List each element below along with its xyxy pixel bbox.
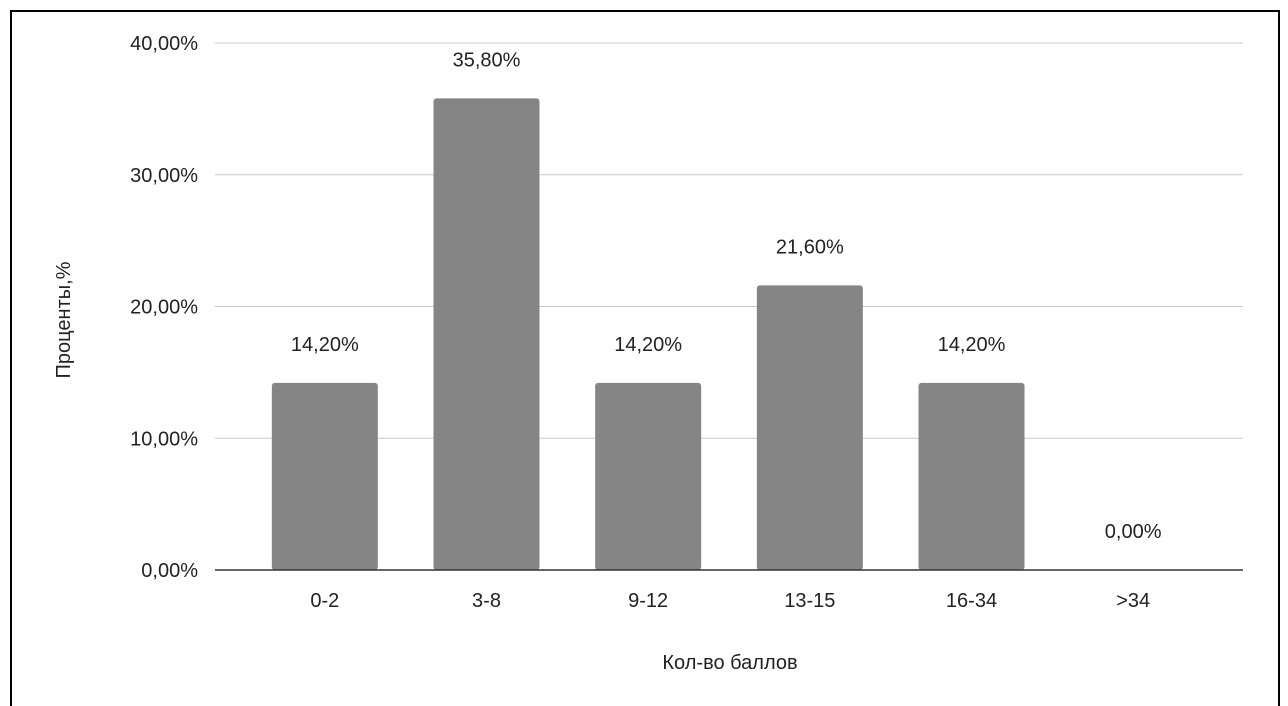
x-tick-label: 3-8: [472, 590, 501, 612]
data-label: 0,00%: [1105, 521, 1162, 543]
y-tick-label: 30,00%: [130, 165, 198, 187]
data-label: 35,80%: [453, 49, 521, 71]
x-axis-title: Кол-во баллов: [662, 652, 797, 674]
y-tick-label: 0,00%: [141, 560, 198, 582]
x-tick-label: 13-15: [784, 590, 835, 612]
y-tick-labels: 0,00% 10,00% 20,00% 30,00% 40,00%: [130, 33, 198, 582]
y-tick-label: 10,00%: [130, 428, 198, 450]
bar-3-8: [433, 98, 540, 571]
x-tick-label: 9-12: [628, 590, 668, 612]
bar-16-34: [918, 382, 1025, 570]
y-tick-label: 20,00%: [130, 297, 198, 319]
x-tick-label: 16-34: [946, 590, 997, 612]
x-tick-label: 0-2: [310, 590, 339, 612]
x-tick-labels: 0-2 3-8 9-12 13-15 16-34 >34: [310, 590, 1150, 612]
bar-13-15: [756, 285, 863, 570]
bar-9-12: [595, 382, 702, 570]
data-label: 14,20%: [938, 334, 1006, 356]
chart-frame: [10, 10, 1280, 706]
data-label: 21,60%: [776, 236, 844, 258]
data-labels: 14,20% 35,80% 14,20% 21,60% 14,20% 0,00%: [291, 49, 1162, 543]
bars: [271, 98, 1025, 571]
gridlines: [215, 42, 1243, 439]
bar-0-2: [271, 382, 378, 570]
x-tick-label: >34: [1116, 590, 1150, 612]
data-label: 14,20%: [291, 334, 359, 356]
y-tick-label: 40,00%: [130, 33, 198, 55]
data-label: 14,20%: [614, 334, 682, 356]
y-axis-title: Проценты,%: [53, 261, 75, 378]
